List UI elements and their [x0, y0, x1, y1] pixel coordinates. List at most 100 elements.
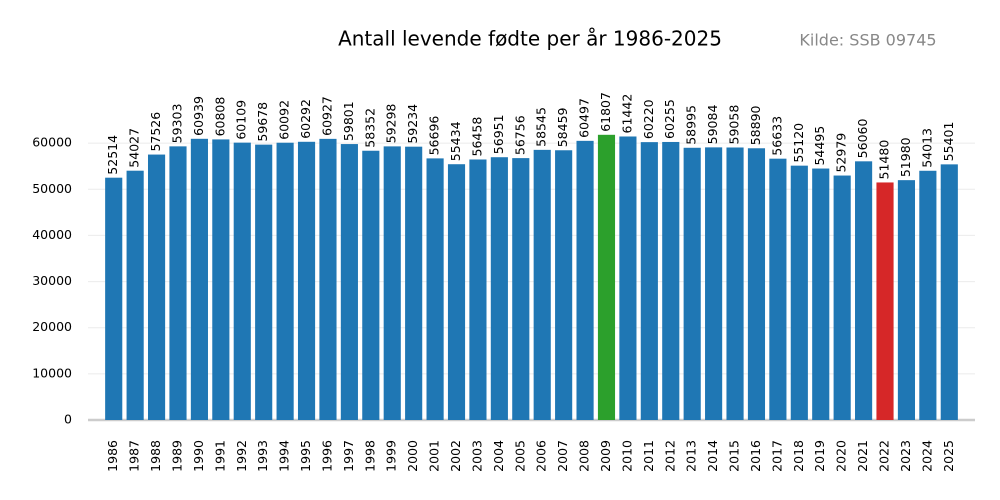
- bar: [276, 142, 294, 421]
- y-tick-label: 0: [64, 412, 72, 427]
- x-tick-label: 1990: [191, 440, 206, 472]
- value-label: 51480: [877, 140, 892, 180]
- value-label: 59303: [169, 104, 184, 144]
- x-tick-label: 1986: [105, 440, 120, 472]
- x-tick-label: 2023: [898, 440, 913, 472]
- y-tick-label: 30000: [32, 273, 72, 288]
- bar: [533, 149, 551, 421]
- value-label: 60292: [298, 99, 313, 139]
- value-label: 61807: [598, 92, 613, 132]
- x-tick-label: 2020: [834, 440, 849, 472]
- value-label: 57526: [148, 112, 163, 152]
- value-label: 54495: [812, 126, 827, 166]
- value-label: 56756: [512, 115, 527, 155]
- value-label: 55401: [941, 122, 956, 162]
- x-tick-label: 1993: [255, 440, 270, 472]
- value-label: 60939: [191, 96, 206, 136]
- bar: [297, 141, 316, 421]
- value-label: 59801: [341, 101, 356, 141]
- x-tick-label: 2017: [769, 440, 784, 472]
- bar: [490, 157, 508, 421]
- bar: [105, 177, 123, 420]
- bar: [769, 158, 787, 421]
- bar: [790, 165, 808, 420]
- bar: [126, 170, 144, 420]
- x-tick-label: 2025: [941, 440, 956, 472]
- x-tick-label: 1996: [319, 440, 334, 472]
- value-label: 54013: [919, 128, 934, 168]
- y-tick-label: 50000: [32, 181, 72, 196]
- bar: [555, 150, 573, 420]
- value-label: 58890: [748, 105, 763, 145]
- x-tick-label: 2016: [748, 440, 763, 472]
- bar: [447, 164, 466, 420]
- x-tick-label: 1999: [384, 440, 399, 472]
- value-label: 60092: [277, 100, 292, 140]
- x-tick-label: 2012: [662, 440, 677, 472]
- value-label: 54027: [127, 128, 142, 168]
- y-tick-label: 20000: [32, 319, 72, 334]
- x-tick-label: 1997: [341, 440, 356, 472]
- x-tick-label: 2008: [577, 440, 592, 472]
- value-label: 58352: [362, 108, 377, 148]
- bar: [919, 170, 937, 420]
- bar: [319, 138, 337, 420]
- value-label: 59678: [255, 102, 270, 142]
- bar: [897, 180, 916, 420]
- bar: [340, 144, 358, 420]
- value-label: 60109: [234, 100, 249, 140]
- x-tick-label: 2004: [491, 440, 506, 472]
- bar: [597, 134, 616, 420]
- bar: [812, 168, 830, 420]
- x-tick-label: 2005: [512, 440, 527, 472]
- x-tick-label: 1994: [277, 440, 292, 472]
- bar: [469, 159, 487, 420]
- x-tick-label: 2011: [641, 440, 656, 472]
- value-label: 59234: [405, 104, 420, 144]
- source-note: Kilde: SSB 09745: [799, 31, 936, 50]
- x-tick-label: 1998: [362, 440, 377, 472]
- value-label: 51980: [898, 137, 913, 177]
- value-label: 58459: [555, 107, 570, 147]
- x-tick-label: 1989: [169, 440, 184, 472]
- x-tick-label: 2010: [619, 440, 634, 472]
- value-label: 56458: [469, 117, 484, 157]
- bar: [147, 154, 166, 420]
- bar: [833, 175, 851, 420]
- bar: [855, 161, 873, 421]
- x-tick-label: 2019: [812, 440, 827, 472]
- value-label: 60497: [577, 98, 592, 138]
- value-label: 56951: [491, 114, 506, 154]
- value-label: 60255: [662, 99, 677, 139]
- value-label: 55120: [791, 123, 806, 163]
- y-tick-label: 60000: [32, 135, 72, 150]
- x-tick-label: 1991: [212, 440, 227, 472]
- value-label: 56696: [427, 116, 442, 156]
- bar: [705, 147, 723, 420]
- bar: [619, 136, 637, 420]
- bar: [233, 142, 251, 420]
- bar: [662, 141, 680, 420]
- chart-title: Antall levende fødte per år 1986-2025: [338, 27, 722, 51]
- value-label: 60808: [212, 97, 227, 137]
- value-label: 59058: [727, 105, 742, 145]
- x-tick-label: 1992: [234, 440, 249, 472]
- bar: [747, 148, 766, 420]
- bar: [362, 150, 380, 420]
- bar: [726, 147, 744, 421]
- value-label: 60220: [641, 99, 656, 139]
- bar: [876, 182, 894, 420]
- value-label: 52514: [105, 135, 120, 175]
- x-tick-label: 1988: [148, 440, 163, 472]
- bar: [383, 146, 401, 420]
- x-tick-label: 2015: [727, 440, 742, 472]
- value-label: 58545: [534, 107, 549, 147]
- bar: [683, 147, 701, 420]
- x-tick-label: 1987: [127, 440, 142, 472]
- x-tick-label: 2002: [448, 440, 463, 472]
- x-tick-label: 2021: [855, 440, 870, 472]
- x-tick-label: 2000: [405, 440, 420, 472]
- x-tick-label: 1995: [298, 440, 313, 472]
- x-tick-label: 2022: [877, 440, 892, 472]
